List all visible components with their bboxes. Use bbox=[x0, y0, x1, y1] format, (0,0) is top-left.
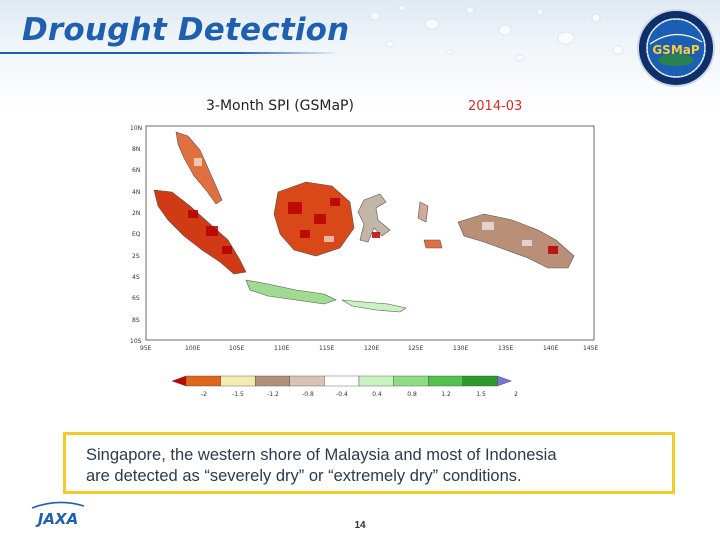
colorbar-label: 1.5 bbox=[476, 391, 486, 398]
colorbar-label: 1.2 bbox=[441, 391, 451, 398]
colorbar-arrow-right bbox=[497, 375, 512, 387]
lon-label: 120E bbox=[364, 345, 379, 352]
lon-label: 115E bbox=[319, 345, 334, 352]
neutral-patches bbox=[194, 158, 532, 246]
caption-line-2: are detected as “severely dry” or “extre… bbox=[86, 467, 522, 485]
lat-label: 4N bbox=[132, 189, 140, 196]
colorbar bbox=[171, 375, 512, 387]
map-date: 2014-03 bbox=[468, 99, 522, 114]
gsmap-logo-text: GSMaP bbox=[652, 43, 700, 57]
lon-label: 140E bbox=[543, 345, 558, 352]
spi-map-figure: 3-Month SPI (GSMaP) 2014-03 bbox=[130, 98, 598, 398]
lat-label: EQ bbox=[132, 231, 141, 238]
colorbar-label: 0.8 bbox=[407, 391, 417, 398]
gsmap-logo: GSMaP bbox=[637, 9, 715, 87]
jaxa-logo-text: JAXA bbox=[35, 510, 78, 528]
slide-title: Drought Detection bbox=[22, 12, 350, 48]
colorbar-segment bbox=[220, 375, 256, 387]
lat-label: 6N bbox=[132, 167, 140, 174]
colorbar-segment bbox=[185, 375, 221, 387]
colorbar-segment bbox=[393, 375, 429, 387]
lat-label: 8N bbox=[132, 146, 140, 153]
lon-label: 125E bbox=[408, 345, 423, 352]
colorbar-segment bbox=[462, 375, 498, 387]
extreme-dry-patches bbox=[188, 198, 558, 254]
colorbar-segment bbox=[254, 375, 290, 387]
lon-label: 105E bbox=[229, 345, 244, 352]
caption-line-1: Singapore, the western shore of Malaysia… bbox=[86, 446, 557, 464]
lat-label: 2N bbox=[132, 210, 140, 217]
colorbar-label: -0.8 bbox=[302, 391, 314, 398]
title-underline bbox=[0, 52, 340, 54]
colorbar-label: 2 bbox=[514, 391, 518, 398]
lon-label: 95E bbox=[140, 345, 152, 352]
lat-label: 10S bbox=[130, 338, 142, 345]
colorbar-label: -1.5 bbox=[232, 391, 244, 398]
colorbar-label: -1.2 bbox=[267, 391, 279, 398]
lon-label: 130E bbox=[453, 345, 468, 352]
lat-label: 8S bbox=[132, 317, 140, 324]
lat-label: 10N bbox=[130, 125, 142, 132]
colorbar-segment bbox=[428, 375, 464, 387]
water-drops-decoration bbox=[369, 4, 624, 62]
page-number: 14 bbox=[354, 520, 366, 531]
colorbar-label: -0.4 bbox=[336, 391, 348, 398]
colorbar-segment bbox=[358, 375, 394, 387]
lat-label: 2S bbox=[132, 253, 140, 260]
lon-label: 135E bbox=[498, 345, 513, 352]
lon-label: 100E bbox=[185, 345, 200, 352]
lat-label: 4S bbox=[132, 274, 140, 281]
caption-box: Singapore, the western shore of Malaysia… bbox=[63, 432, 675, 494]
colorbar-segment bbox=[324, 375, 360, 387]
lat-label: 6S bbox=[132, 295, 140, 302]
lon-label: 145E bbox=[583, 345, 598, 352]
jaxa-logo: JAXA bbox=[31, 501, 85, 528]
colorbar-segment bbox=[289, 375, 325, 387]
map-title: 3-Month SPI (GSMaP) bbox=[206, 98, 354, 114]
colorbar-label: -2 bbox=[201, 391, 207, 398]
colorbar-label: 0.4 bbox=[372, 391, 382, 398]
colorbar-arrow-left bbox=[171, 375, 187, 387]
lon-label: 110E bbox=[274, 345, 289, 352]
